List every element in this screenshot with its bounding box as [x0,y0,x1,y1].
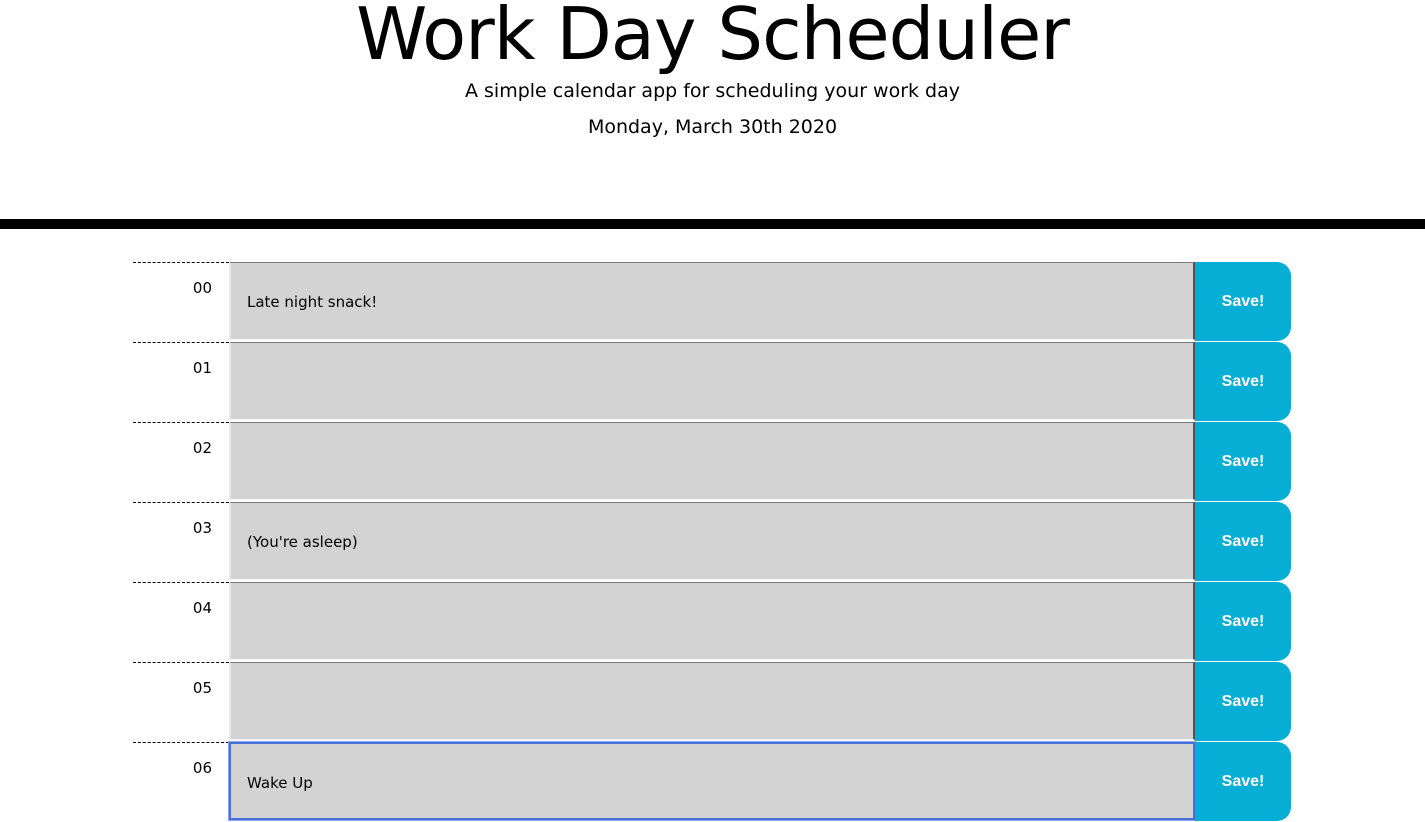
time-block: 06 Wake Up Save! [133,742,1291,822]
save-button[interactable]: Save! [1195,662,1291,741]
save-button[interactable]: Save! [1195,262,1291,341]
event-textarea[interactable] [229,662,1195,740]
event-textarea[interactable] [229,342,1195,420]
save-button[interactable]: Save! [1195,502,1291,581]
event-textarea[interactable]: (You're asleep) [229,502,1195,580]
time-block: 00 Late night snack! Save! [133,262,1291,342]
hour-label: 06 [133,742,229,822]
time-block: 02 Save! [133,422,1291,502]
header-divider [0,219,1425,229]
hour-label: 05 [133,662,229,742]
page-title: Work Day Scheduler [356,0,1070,76]
current-day: Monday, March 30th 2020 [587,116,838,138]
event-textarea[interactable]: Wake Up [229,742,1195,820]
save-button[interactable]: Save! [1195,342,1291,421]
time-block: 04 Save! [133,582,1291,662]
page-subtitle: A simple calendar app for scheduling you… [464,80,961,102]
save-button[interactable]: Save! [1195,422,1291,501]
event-textarea[interactable] [229,582,1195,660]
event-textarea[interactable]: Late night snack! [229,262,1195,340]
time-block: 05 Save! [133,662,1291,742]
save-button[interactable]: Save! [1195,582,1291,661]
schedule-list: 00 Late night snack! Save! 01 Save! 02 S… [133,262,1291,822]
hour-label: 04 [133,582,229,662]
event-textarea[interactable] [229,422,1195,500]
time-block: 03 (You're asleep) Save! [133,502,1291,582]
hour-label: 02 [133,422,229,502]
hour-label: 01 [133,342,229,422]
hour-label: 03 [133,502,229,582]
hour-label: 00 [133,262,229,342]
time-block: 01 Save! [133,342,1291,422]
save-button[interactable]: Save! [1195,742,1291,821]
header: Work Day Scheduler A simple calendar app… [0,0,1425,219]
